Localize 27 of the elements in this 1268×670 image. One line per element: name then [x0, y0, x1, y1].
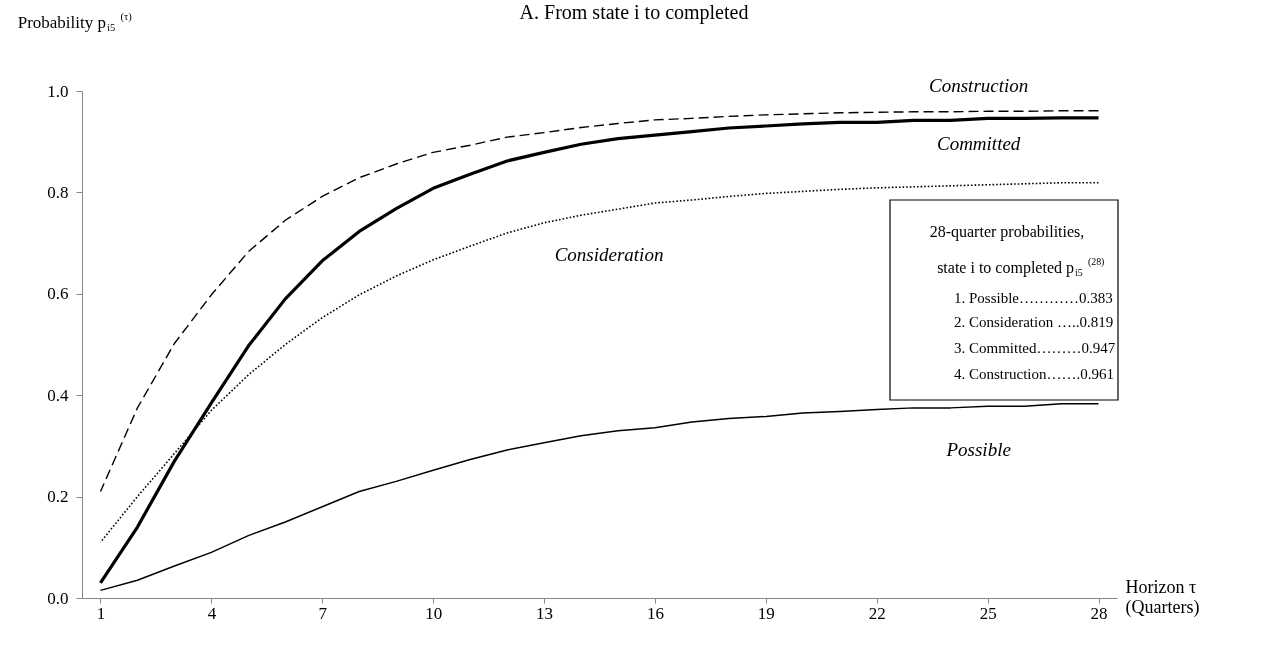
x-tick-label: 25	[979, 603, 997, 623]
x-axis-title: Horizon τ (Quarters)	[1125, 576, 1200, 618]
annotation: 28-quarter probabilities,	[929, 223, 1085, 241]
annotation: 2. Consideration …..0.819	[954, 314, 1114, 330]
annotation: 4. Construction…….0.961	[954, 366, 1114, 382]
annotation: 3. Committed………0.947	[954, 340, 1116, 356]
x-tick-label: 19	[757, 603, 775, 623]
y-tick-label: 1.0	[47, 81, 69, 101]
x-tick-label: 7	[318, 603, 328, 623]
series-label: Consideration	[554, 244, 664, 266]
x-tick-label: 1	[96, 603, 106, 623]
y-tick-label: 0.0	[47, 588, 69, 608]
y-tick-label: 0.4	[47, 385, 69, 405]
x-tick-label: 28	[1090, 603, 1108, 623]
chart-title: A. From state i to completed	[519, 1, 749, 24]
series-label: Construction	[929, 74, 1029, 96]
annotation: 1. Possible…………0.383	[954, 290, 1113, 306]
y-tick-label: 0.2	[47, 487, 69, 507]
series-label: Possible	[945, 438, 1011, 460]
x-tick-label: 16	[646, 603, 664, 623]
x-tick-label: 4	[207, 603, 217, 623]
x-tick-label: 10	[425, 603, 443, 623]
x-tick-label: 22	[868, 603, 886, 623]
x-tick-label: 13	[536, 603, 554, 623]
y-tick-label: 0.8	[47, 182, 69, 202]
series-label: Committed	[936, 133, 1021, 155]
y-tick-label: 0.6	[47, 284, 69, 304]
